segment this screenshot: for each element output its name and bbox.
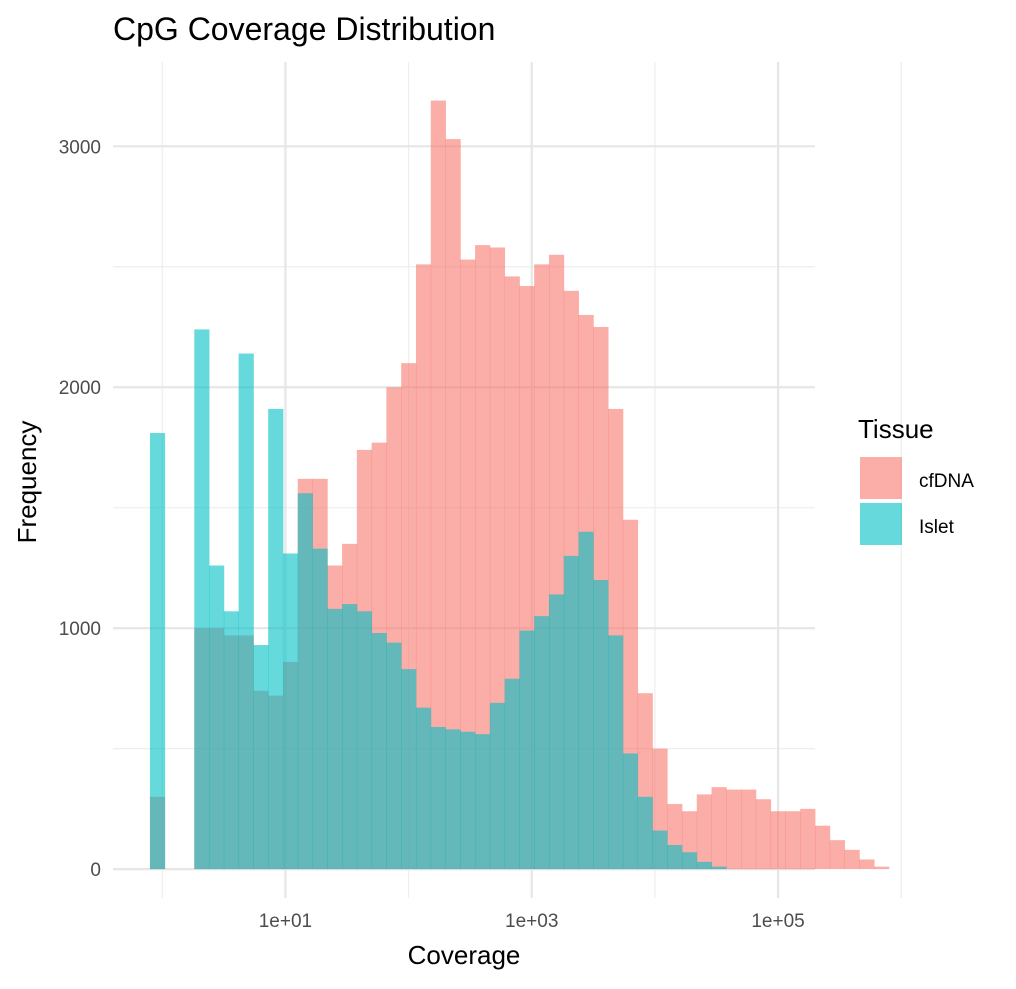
histogram-bar bbox=[430, 726, 446, 870]
histogram-bar bbox=[475, 245, 491, 870]
histogram-bar bbox=[282, 553, 299, 870]
histogram-bar bbox=[401, 669, 417, 870]
x-tick-label: 1e+01 bbox=[259, 911, 312, 932]
histogram-bar bbox=[489, 702, 506, 870]
legend-label-islet: Islet bbox=[919, 517, 955, 538]
histogram-bar bbox=[149, 433, 166, 870]
histogram-bar bbox=[785, 811, 801, 870]
histogram-bar bbox=[829, 840, 845, 870]
histogram-bar bbox=[430, 100, 446, 870]
histogram-bar bbox=[445, 729, 461, 870]
histogram-bar bbox=[696, 861, 712, 870]
histogram-bar bbox=[652, 830, 668, 870]
bars-layer bbox=[149, 100, 890, 870]
histogram-bar bbox=[460, 259, 476, 870]
histogram-bar bbox=[637, 796, 653, 870]
histogram-bar bbox=[253, 645, 269, 870]
histogram-bar bbox=[696, 794, 712, 870]
histogram-bar bbox=[504, 678, 520, 870]
histogram-bar bbox=[608, 635, 624, 870]
y-tick-label: 2000 bbox=[59, 378, 101, 399]
histogram-bar bbox=[755, 799, 772, 870]
legend-key-islet bbox=[860, 503, 902, 545]
histogram-bar bbox=[327, 608, 343, 870]
histogram-bar bbox=[800, 808, 816, 870]
series-islet bbox=[149, 329, 727, 870]
histogram-bar bbox=[312, 548, 328, 870]
histogram-bar bbox=[415, 707, 432, 870]
x-tick-label: 1e+05 bbox=[751, 911, 804, 932]
histogram-bar bbox=[741, 789, 757, 870]
histogram-bar bbox=[859, 859, 875, 870]
y-axis-title: Frequency bbox=[12, 421, 42, 544]
histogram-bar bbox=[445, 139, 461, 870]
histogram-bar bbox=[268, 408, 284, 870]
histogram-bar bbox=[238, 353, 254, 870]
y-tick-label: 3000 bbox=[59, 137, 101, 158]
histogram-bar bbox=[519, 630, 535, 870]
histogram-bar bbox=[548, 594, 565, 870]
histogram-bar bbox=[223, 611, 240, 870]
histogram-bar bbox=[534, 616, 550, 870]
histogram-bar bbox=[578, 531, 594, 870]
legend-key-cfdna bbox=[860, 457, 902, 499]
x-tick-label: 1e+03 bbox=[505, 911, 558, 932]
histogram-bar bbox=[667, 844, 683, 870]
histogram-bar bbox=[711, 787, 727, 870]
ticks-layer: 0 1000 2000 3000 1e+01 1e+03 1e+05 bbox=[59, 137, 805, 932]
histogram-bar bbox=[844, 849, 860, 870]
histogram-bar bbox=[563, 555, 579, 870]
histogram-bar bbox=[726, 789, 742, 870]
legend: Tissue cfDNA Islet bbox=[858, 414, 974, 545]
y-tick-label: 1000 bbox=[59, 619, 101, 640]
x-axis-title: Coverage bbox=[408, 940, 521, 970]
histogram-bar bbox=[711, 866, 727, 870]
legend-title: Tissue bbox=[858, 414, 934, 444]
histogram-bar bbox=[209, 565, 225, 870]
histogram-bar bbox=[194, 329, 210, 870]
y-tick-label: 0 bbox=[90, 860, 101, 881]
histogram-bar bbox=[297, 493, 313, 870]
histogram-bar bbox=[386, 642, 402, 870]
histogram-bar bbox=[681, 852, 698, 870]
legend-label-cfdna: cfDNA bbox=[919, 471, 974, 492]
histogram-bar bbox=[622, 753, 639, 870]
histogram-bar bbox=[460, 731, 476, 870]
histogram-bar bbox=[593, 579, 609, 870]
histogram-bar bbox=[356, 611, 373, 870]
chart-title: CpG Coverage Distribution bbox=[113, 11, 495, 47]
histogram-bar bbox=[342, 604, 358, 870]
histogram-bar bbox=[874, 866, 890, 870]
histogram-bar bbox=[371, 632, 387, 870]
histogram-bar bbox=[815, 825, 831, 870]
histogram-bar bbox=[475, 734, 491, 870]
histogram-bar bbox=[770, 811, 786, 870]
